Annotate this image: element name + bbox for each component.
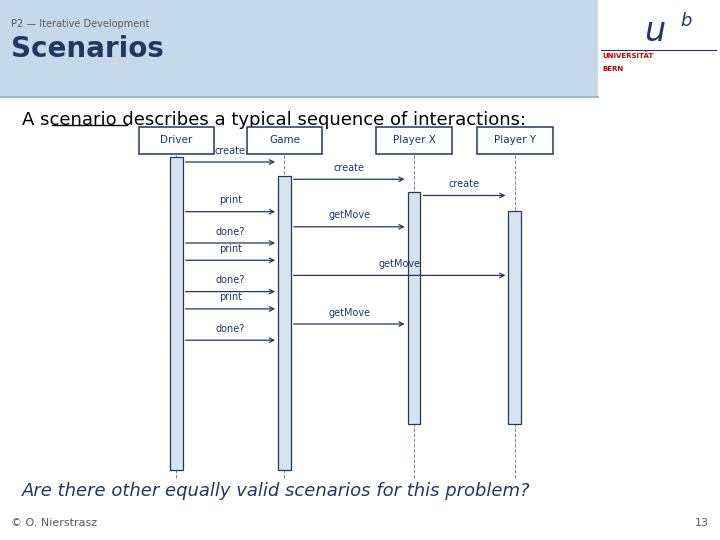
FancyBboxPatch shape [477, 127, 553, 154]
Text: getMove: getMove [328, 307, 370, 318]
Text: Game: Game [269, 136, 300, 145]
FancyBboxPatch shape [408, 192, 420, 424]
Text: done?: done? [216, 275, 245, 285]
Text: getMove: getMove [328, 210, 370, 220]
Text: UNIVERSITÄT: UNIVERSITÄT [603, 52, 654, 59]
Text: BERN: BERN [603, 66, 624, 72]
Text: P2 — Iterative Development: P2 — Iterative Development [11, 19, 149, 29]
Text: print: print [219, 195, 242, 205]
Text: print: print [219, 244, 242, 254]
FancyBboxPatch shape [138, 127, 215, 154]
Text: A scenario describes a typical sequence of interactions:: A scenario describes a typical sequence … [22, 111, 526, 129]
FancyBboxPatch shape [0, 0, 720, 97]
FancyBboxPatch shape [0, 97, 720, 540]
Text: getMove: getMove [379, 259, 420, 269]
Text: done?: done? [216, 226, 245, 237]
Text: Player Y: Player Y [494, 136, 536, 145]
FancyBboxPatch shape [598, 0, 720, 97]
Text: Are there other equally valid scenarios for this problem?: Are there other equally valid scenarios … [22, 482, 530, 500]
FancyBboxPatch shape [376, 127, 452, 154]
FancyBboxPatch shape [278, 176, 291, 470]
FancyBboxPatch shape [170, 157, 183, 470]
Text: 13: 13 [696, 518, 709, 528]
Text: create: create [333, 163, 365, 173]
Text: © O. Nierstrasz: © O. Nierstrasz [11, 518, 97, 528]
Text: create: create [215, 145, 246, 156]
Text: Player X: Player X [392, 136, 436, 145]
FancyBboxPatch shape [508, 211, 521, 424]
Text: print: print [219, 292, 242, 302]
Text: done?: done? [216, 323, 245, 334]
Text: create: create [449, 179, 480, 189]
Text: Scenarios: Scenarios [11, 35, 163, 63]
Text: $\mathit{u}$: $\mathit{u}$ [644, 15, 666, 48]
Text: Driver: Driver [161, 136, 192, 145]
Text: $\mathit{b}$: $\mathit{b}$ [680, 12, 693, 30]
FancyBboxPatch shape [246, 127, 323, 154]
